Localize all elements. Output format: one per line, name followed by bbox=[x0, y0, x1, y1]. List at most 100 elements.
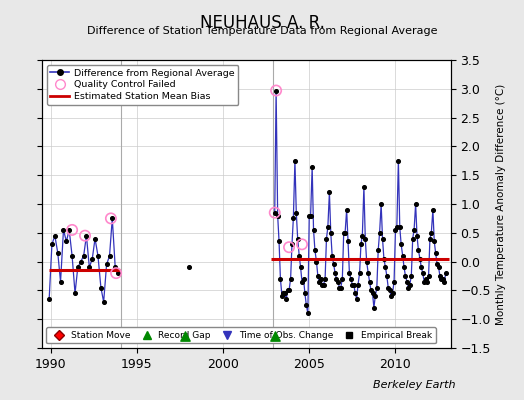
Point bbox=[426, 235, 434, 242]
Point bbox=[280, 290, 289, 296]
Point bbox=[321, 276, 329, 282]
Point bbox=[288, 241, 296, 248]
Point bbox=[357, 241, 365, 248]
Point bbox=[348, 282, 356, 288]
Point bbox=[331, 270, 339, 276]
Point bbox=[440, 278, 449, 285]
Point bbox=[68, 227, 77, 233]
Point bbox=[97, 284, 105, 291]
Point bbox=[414, 247, 422, 253]
Point bbox=[295, 253, 303, 259]
Point bbox=[429, 206, 437, 213]
Point bbox=[407, 273, 416, 279]
Point bbox=[381, 264, 390, 270]
Legend: Station Move, Record Gap, Time of Obs. Change, Empirical Break: Station Move, Record Gap, Time of Obs. C… bbox=[47, 327, 436, 344]
Point bbox=[100, 299, 108, 305]
Point bbox=[341, 230, 350, 236]
Point bbox=[410, 227, 418, 233]
Point bbox=[347, 276, 355, 282]
Point bbox=[307, 212, 315, 219]
Point bbox=[299, 276, 308, 282]
Point bbox=[276, 276, 285, 282]
Point bbox=[343, 206, 351, 213]
Point bbox=[340, 230, 348, 236]
Point bbox=[387, 293, 395, 299]
Point bbox=[102, 261, 111, 268]
Point bbox=[278, 293, 286, 299]
Point bbox=[391, 227, 400, 233]
Point bbox=[421, 276, 430, 282]
Point bbox=[91, 235, 99, 242]
Point bbox=[71, 290, 79, 296]
Point bbox=[77, 258, 85, 265]
Y-axis label: Monthly Temperature Anomaly Difference (°C): Monthly Temperature Anomaly Difference (… bbox=[496, 83, 506, 325]
Point bbox=[272, 87, 280, 94]
Point bbox=[438, 276, 446, 282]
Point bbox=[351, 290, 359, 296]
Point bbox=[335, 284, 344, 291]
Point bbox=[287, 276, 295, 282]
Point bbox=[404, 284, 412, 291]
Point bbox=[62, 238, 71, 245]
Point bbox=[330, 261, 338, 268]
Point bbox=[81, 232, 89, 239]
Point bbox=[390, 278, 398, 285]
Point bbox=[282, 296, 290, 302]
Point bbox=[378, 235, 387, 242]
Point bbox=[309, 227, 318, 233]
Point bbox=[401, 273, 410, 279]
Point bbox=[51, 232, 59, 239]
Text: NEUHAUS A. R.: NEUHAUS A. R. bbox=[200, 14, 324, 32]
Point bbox=[399, 253, 407, 259]
Point bbox=[416, 256, 424, 262]
Point bbox=[108, 215, 116, 222]
Point bbox=[388, 290, 397, 296]
Point bbox=[364, 270, 373, 276]
Point bbox=[424, 273, 433, 279]
Point bbox=[420, 278, 429, 285]
Point bbox=[111, 264, 119, 270]
Point bbox=[324, 224, 332, 230]
Point bbox=[344, 238, 352, 245]
Point bbox=[275, 238, 283, 245]
Point bbox=[363, 258, 371, 265]
Point bbox=[326, 230, 335, 236]
Point bbox=[65, 227, 73, 233]
Point bbox=[423, 278, 431, 285]
Point bbox=[94, 253, 102, 259]
Point bbox=[370, 304, 378, 311]
Point bbox=[419, 270, 427, 276]
Point bbox=[384, 284, 392, 291]
Point bbox=[427, 230, 435, 236]
Point bbox=[68, 253, 77, 259]
Point bbox=[318, 282, 326, 288]
Point bbox=[73, 264, 82, 270]
Point bbox=[325, 189, 334, 196]
Point bbox=[439, 276, 447, 282]
Point bbox=[358, 232, 366, 239]
Point bbox=[301, 290, 309, 296]
Point bbox=[367, 287, 375, 294]
Point bbox=[82, 232, 91, 239]
Point bbox=[350, 282, 358, 288]
Point bbox=[371, 293, 379, 299]
Point bbox=[315, 278, 323, 285]
Point bbox=[53, 250, 62, 256]
Point bbox=[336, 284, 345, 291]
Point bbox=[114, 270, 122, 276]
Point bbox=[373, 284, 381, 291]
Point bbox=[181, 333, 189, 340]
Point bbox=[107, 215, 115, 222]
Point bbox=[431, 250, 440, 256]
Point bbox=[442, 270, 450, 276]
Point bbox=[312, 258, 321, 265]
Point bbox=[289, 215, 298, 222]
Point bbox=[308, 163, 316, 170]
Point bbox=[285, 244, 293, 250]
Point bbox=[298, 241, 306, 248]
Point bbox=[297, 264, 305, 270]
Point bbox=[394, 158, 402, 164]
Point bbox=[383, 273, 391, 279]
Point bbox=[355, 270, 364, 276]
Point bbox=[375, 230, 384, 236]
